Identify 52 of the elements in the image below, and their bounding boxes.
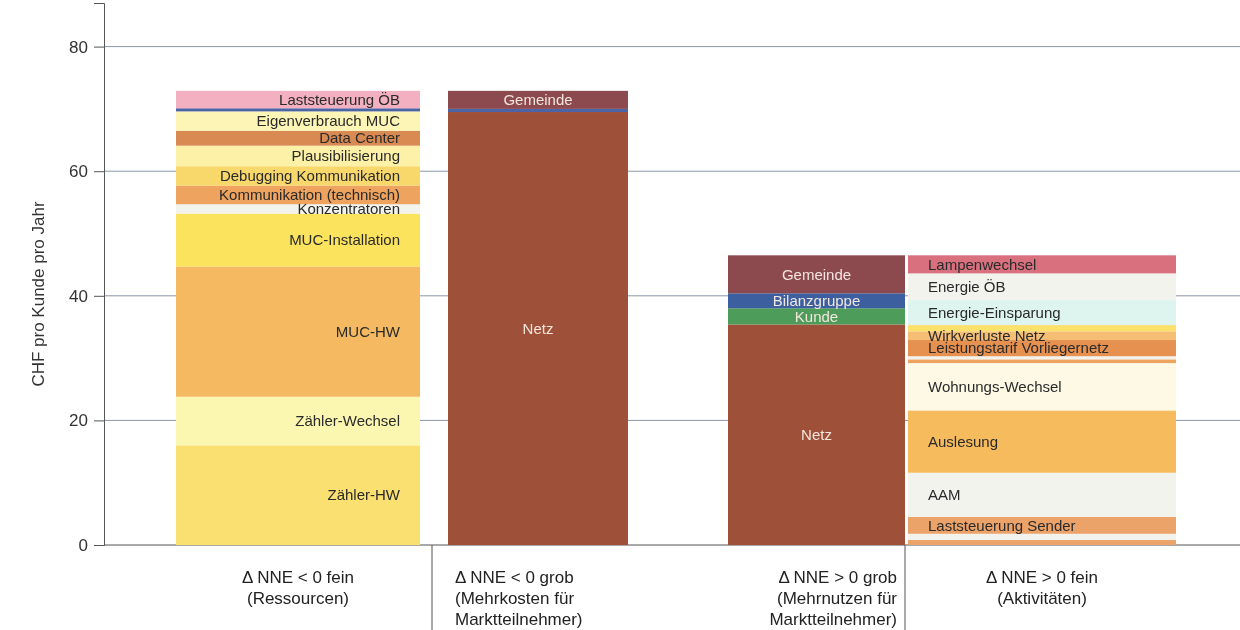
bar (908, 325, 1176, 332)
series-label: Lampenwechsel (928, 255, 1037, 273)
series-label: Netz (801, 425, 832, 443)
series-label: Laststeuerung ÖB (279, 90, 400, 108)
series-label: Debugging Kommunikation (219, 167, 400, 185)
bar (176, 396, 420, 446)
series-label: Laststeuerung Sender (928, 516, 1076, 534)
series-label: Eigenverbrauch MUC (256, 112, 401, 130)
series-label: Wirkverluste Netz (928, 326, 1046, 344)
x-tick-label: Δ NNE < 0 grob (Mehrkosten für Marktteilnehmer) (455, 568, 583, 629)
y-tick-label: 20 (69, 411, 88, 431)
series-label: Energie-Einsparung (928, 303, 1061, 321)
bar (908, 273, 1176, 301)
series-label: Gemeinde (503, 91, 573, 109)
y-tick-label: 80 (69, 37, 88, 57)
bar (908, 356, 1176, 360)
x-tick-label: Δ NNE > 0 fein (Aktivitäten) (986, 568, 1098, 608)
series-label: Wohnungs-Wechsel (928, 378, 1062, 396)
series-label: Energie ÖB (928, 278, 1006, 296)
text: Netz (522, 319, 554, 337)
series-label: Kommunikation (technisch) (219, 186, 400, 204)
bar (908, 540, 1176, 545)
series-label: Zähler-Wechsel (295, 412, 400, 430)
y-tick-label: 0 (78, 535, 88, 555)
bar (908, 410, 1176, 473)
bar (448, 108, 628, 113)
bar (908, 472, 1176, 517)
bar (728, 308, 905, 325)
series-label: Data Center (319, 129, 400, 147)
bar (908, 363, 1176, 411)
bar (448, 112, 628, 545)
x-tick-label: Δ NNE > 0 grob (Mehrnutzen für Marktteilnehmer) (769, 568, 898, 629)
bar (176, 213, 420, 267)
text: Gemeinde (781, 265, 852, 283)
bar (908, 533, 1176, 541)
x-tick-label: Δ NNE < 0 fein (Ressourcen) (242, 568, 354, 608)
y-tick-label: 60 (69, 162, 88, 182)
series-label: AAM (928, 486, 961, 504)
bar (728, 255, 905, 294)
series-label: MUC-HW (335, 322, 401, 340)
bar (908, 359, 1176, 364)
bar (728, 324, 905, 545)
series-label: MUC-Installation (289, 231, 400, 249)
series-label: Zähler-HW (327, 486, 401, 504)
series-label: Auslesung (928, 432, 999, 450)
bar (176, 266, 420, 397)
bar (176, 108, 420, 112)
y-tick-label: 40 (69, 286, 88, 306)
series-label: Plausibilisierung (291, 147, 400, 165)
bar (176, 445, 420, 545)
y-axis-title: CHF pro Kunde pro Jahr (29, 201, 48, 387)
series-label: Bilanzgruppe (772, 292, 861, 310)
